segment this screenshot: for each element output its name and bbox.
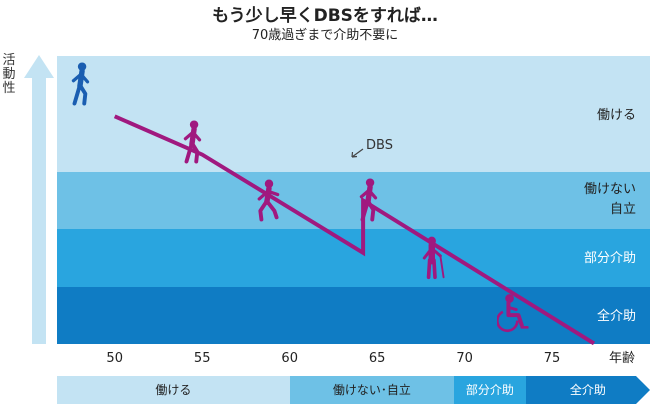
- chart-title: もう少し早くDBSをすれば…: [212, 6, 438, 26]
- stage-timeline-bar: 働ける 働けない･自立 部分介助 全介助: [57, 376, 650, 404]
- activity-chart: 働ける 働けない 自立 部分介助 全介助 DBS 50 55 60 65 70 75 年齢: [24, 55, 650, 366]
- dbs-annotation-arrow: [351, 148, 364, 158]
- timeline-segment: 働けない･自立: [289, 376, 455, 404]
- zone-band-working: [57, 56, 650, 172]
- x-tick-label: 55: [194, 351, 211, 366]
- y-axis-label-char: 性: [2, 81, 16, 96]
- activity-line: [113, 114, 596, 346]
- chart-subtitle: 70歳過ぎまで介助不要に: [251, 28, 399, 43]
- zone-label-partial-assist: 部分介助: [584, 251, 636, 266]
- x-tick-label: 70: [456, 351, 473, 366]
- x-tick-label: 65: [369, 351, 386, 366]
- x-tick-label: 60: [281, 351, 298, 366]
- zone-label-full-assist: 全介助: [597, 308, 636, 324]
- zone-label-independent-line1: 働けない: [584, 182, 636, 197]
- zone-band-full-assist: [57, 287, 650, 344]
- y-axis-label-char: 動: [2, 67, 16, 82]
- x-tick-label: 50: [106, 351, 123, 366]
- dbs-annotation-label: DBS: [366, 138, 393, 153]
- x-tick-label: 75: [544, 351, 561, 366]
- timeline-segment: 働ける: [57, 376, 290, 404]
- y-axis-label-char: 活: [2, 53, 16, 68]
- activity-arrow: [24, 55, 54, 344]
- zone-label-working: 働ける: [597, 108, 636, 123]
- x-axis-label: 年齢: [609, 351, 635, 366]
- zone-band-partial-assist: [57, 229, 650, 287]
- timeline-segment: 全介助: [526, 376, 650, 404]
- y-axis-label: 活 動 性: [0, 54, 18, 96]
- zone-band-independent: [57, 172, 650, 229]
- x-axis-ticks: 50 55 60 65 70 75: [106, 351, 560, 366]
- timeline-segment: 部分介助: [454, 376, 526, 404]
- zone-label-independent-line2: 自立: [610, 202, 636, 217]
